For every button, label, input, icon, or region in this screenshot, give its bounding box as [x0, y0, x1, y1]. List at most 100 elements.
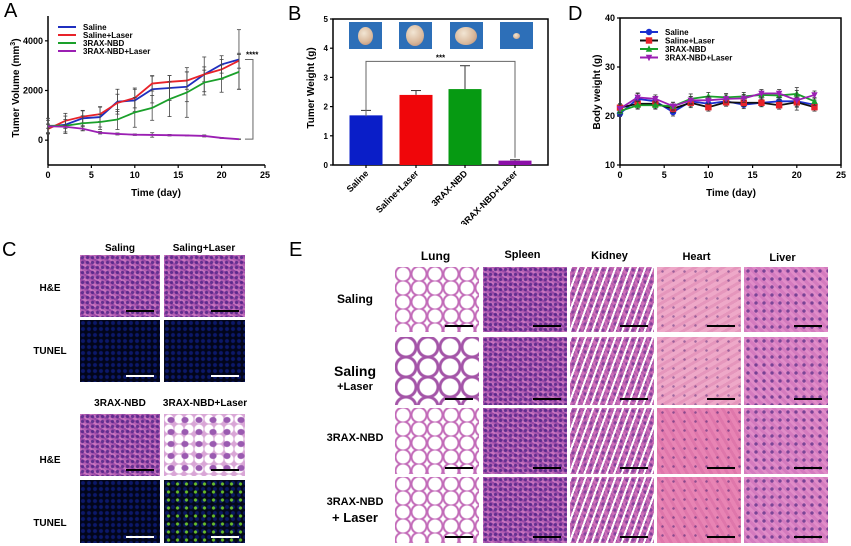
image-he-liver-3rax-nbd-laser — [744, 477, 828, 543]
scale-bar — [445, 467, 473, 469]
chart-a-axes: 0 5 10 15 20 25 0 2000 4000 **** — [23, 16, 270, 180]
y-tick-label: 20 — [605, 111, 615, 121]
scale-bar — [620, 325, 648, 327]
panel-c-col-label-saling-laser: Saling+Laser — [172, 243, 236, 254]
y-tick-label: 1 — [324, 132, 329, 141]
marker-triangle-down — [669, 103, 677, 110]
series-line — [619, 92, 815, 110]
panel-c-col-label-3rax-nbd: 3RAX-NBD — [94, 398, 146, 409]
chart-d-xlabel: Time (day) — [706, 188, 756, 199]
image-he-kidney-3rax-nbd — [570, 408, 654, 474]
image-tunel-saling — [80, 320, 160, 382]
marker-square — [740, 99, 747, 106]
marker-triangle-up — [634, 101, 641, 108]
image-he-liver-3rax-nbd — [744, 408, 828, 474]
y-tick-label: 10 — [605, 160, 615, 170]
significance-bracket — [365, 60, 516, 158]
x-tick-label: 10 — [703, 170, 713, 180]
x-tick-label: 25 — [260, 170, 270, 180]
legend-label-3rax-nbd-laser: 3RAX-NBD+Laser — [83, 47, 150, 56]
panel-e-row-label-3rax-nbd-laser: 3RAX-NBD + Laser — [326, 496, 384, 525]
scale-bar — [794, 536, 822, 538]
image-tunel-3rax-nbd — [80, 480, 160, 543]
marker-triangle-down — [687, 97, 694, 105]
x-tick-label: 10 — [130, 170, 140, 180]
x-tick-label-saline: Saline — [345, 168, 371, 194]
panel-c-row-label-he-2: H&E — [39, 455, 61, 466]
marker-triangle-up — [645, 45, 653, 52]
image-he-heart-saling-laser — [657, 337, 741, 405]
x-tick-label: 15 — [748, 170, 758, 180]
marker-square — [645, 37, 653, 44]
tumor-photo-3rax-nbd-laser — [500, 22, 533, 49]
scale-bar — [620, 467, 648, 469]
image-he-kidney-3rax-nbd-laser — [570, 477, 654, 543]
x-tick-label: 5 — [662, 170, 667, 180]
scale-bar — [533, 536, 561, 538]
image-he-3rax-nbd — [80, 414, 160, 476]
panel-e-col-label-heart: Heart — [682, 251, 711, 263]
scale-bar — [445, 398, 473, 400]
chart-d-series — [616, 87, 818, 117]
chart-a-ylabel: Tumer Volume (mm3) — [10, 38, 22, 137]
chart-d-ylabel: Body weight (g) — [592, 55, 603, 130]
image-he-liver-saling-laser — [744, 337, 828, 405]
marker-triangle-down — [811, 92, 818, 99]
image-he-spleen-saling-laser — [483, 337, 567, 405]
series-line — [47, 125, 240, 141]
marker-triangle-down — [652, 96, 659, 103]
y-tick-label: 4000 — [23, 36, 43, 46]
panel-e-row-label-3rax-nbd: 3RAX-NBD — [326, 432, 384, 444]
panel-c-row-label-he: H&E — [39, 283, 61, 294]
scale-bar — [533, 398, 561, 400]
x-tick-label: 20 — [792, 170, 802, 180]
scale-bar — [794, 467, 822, 469]
marker-square — [705, 103, 712, 111]
chart-b-tumor-weight: 0 1 2 3 4 5 *** Saline Saline+Laser 3RAX-NBD3RA… — [306, 15, 549, 225]
legend-label-3rax-nbd: 3RAX-NBD — [665, 45, 707, 54]
image-he-3rax-nbd-laser — [164, 414, 245, 476]
series-3rax-nbd-laser — [46, 123, 241, 141]
panel-e-col-label-lung: Lung — [420, 249, 451, 263]
image-he-liver-saling — [744, 267, 828, 332]
series-3rax-nbd-laser — [616, 89, 818, 113]
panel-e-col-label-kidney: Kidney — [591, 250, 628, 262]
image-he-heart-3rax-nbd — [657, 408, 741, 474]
y-tick-label: 30 — [605, 62, 615, 72]
chart-a-xlabel: Time (day) — [131, 188, 181, 199]
x-tick-label: 25 — [836, 170, 846, 180]
scale-bar — [533, 467, 561, 469]
x-tick-label-saline-laser: Saline+Laser — [374, 168, 421, 215]
image-he-spleen-3rax-nbd — [483, 408, 567, 474]
scale-bar — [445, 325, 473, 327]
panel-c-row-label-tunel-2: TUNEL — [33, 518, 67, 529]
x-tick-label: 20 — [217, 170, 227, 180]
bar-3rax-nbd — [448, 89, 482, 165]
significance-bracket — [244, 58, 254, 140]
marker-triangle-down — [722, 96, 730, 103]
panel-e-col-label-liver: Liver — [769, 252, 796, 264]
x-tick-label-3rax-nbd: 3RAX-NBD — [429, 168, 469, 208]
bar-3rax-nbd-laser — [498, 160, 532, 165]
series-line — [47, 59, 240, 130]
y-tick-label: 2 — [324, 103, 329, 112]
panel-e-row-label-saling-laser: Saling +Laser — [333, 363, 376, 393]
plot-frame — [332, 18, 549, 166]
bar-saline-laser — [399, 94, 433, 165]
scale-bar — [707, 398, 735, 400]
marker-triangle-down — [793, 97, 800, 105]
legend-label-saline: Saline — [665, 28, 689, 37]
image-he-lung-3rax-nbd-laser — [395, 477, 479, 543]
x-tick-label: 5 — [89, 170, 94, 180]
legend-label-saline-laser: Saline+Laser — [83, 31, 133, 40]
marker-triangle-down — [758, 90, 765, 98]
scale-bar — [445, 536, 473, 538]
scale-bar — [707, 536, 735, 538]
scale-bar — [707, 325, 735, 327]
y-tick-label: 3 — [324, 73, 329, 82]
y-tick-label: 0 — [38, 135, 43, 145]
chart-a-series — [46, 29, 241, 141]
marker-triangle-down — [634, 94, 641, 102]
